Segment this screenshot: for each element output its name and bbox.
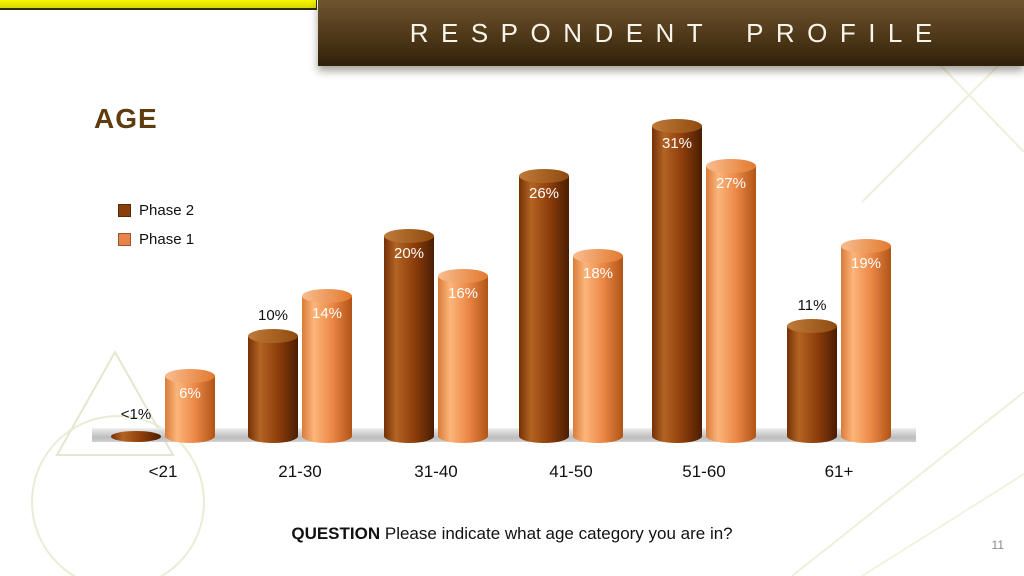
value-label-phase-2--21: <1% <box>120 406 152 423</box>
cylinder-top <box>384 229 434 243</box>
cylinder-body <box>248 336 298 436</box>
value-label-phase-2-41-50: 26% <box>528 185 560 202</box>
cylinder-body <box>519 176 569 436</box>
cylinder-top <box>841 239 891 253</box>
value-label-phase-2-31-40: 20% <box>393 245 425 262</box>
cylinder-body <box>438 276 488 436</box>
page-number: 11 <box>991 538 1004 552</box>
cylinder-top <box>519 169 569 183</box>
cylinder-body <box>706 166 756 436</box>
bar-phase-1-51-60 <box>706 159 756 443</box>
cylinder-body <box>384 236 434 436</box>
cylinder-bottom <box>384 429 434 443</box>
value-label-phase-2-61-: 11% <box>797 297 827 314</box>
category-label--21: <21 <box>148 462 178 481</box>
accent-bar <box>0 0 317 10</box>
value-label-phase-1-41-50: 18% <box>582 265 614 282</box>
cylinder-body <box>302 296 352 436</box>
cylinder-top <box>573 249 623 263</box>
bar-phase-1-31-40 <box>438 269 488 443</box>
category-label-41-50: 41-50 <box>549 462 593 481</box>
cylinder-body <box>652 126 702 436</box>
cylinder-bottom <box>302 429 352 443</box>
category-label-21-30: 21-30 <box>278 462 322 481</box>
cylinder-body <box>841 246 891 436</box>
category-label-61-: 61+ <box>824 462 854 481</box>
cylinder-body <box>787 326 837 436</box>
cylinder-top <box>787 319 837 333</box>
cylinder-top <box>248 329 298 343</box>
cylinder-bottom <box>841 429 891 443</box>
legend-swatch <box>118 203 131 217</box>
bar-phase-2-51-60 <box>652 119 702 443</box>
cylinder-top <box>302 289 352 303</box>
section-heading: AGE <box>94 103 158 134</box>
legend-item: Phase 1 <box>118 229 194 249</box>
cylinder-body <box>573 256 623 436</box>
category-label-51-60: 51-60 <box>682 462 726 481</box>
value-label-phase-1--21: 6% <box>179 385 201 402</box>
legend-item: Phase 2 <box>118 200 194 220</box>
cylinder-bottom <box>652 429 702 443</box>
cylinder-bottom <box>787 429 837 443</box>
cylinder-top <box>438 269 488 283</box>
value-label-phase-1-51-60: 27% <box>715 175 747 192</box>
cylinder-top <box>706 159 756 173</box>
bar-phase-2-41-50 <box>519 169 569 443</box>
slide-title: RESPONDENT PROFILE <box>409 17 945 48</box>
cylinder-bottom <box>248 429 298 443</box>
value-label-phase-1-21-30: 14% <box>311 305 343 322</box>
legend-label: Phase 1 <box>139 230 195 248</box>
bar-phase-1-41-50 <box>573 249 623 443</box>
value-label-phase-2-51-60: 31% <box>661 135 693 152</box>
bar-phase-2-61- <box>787 319 837 443</box>
question-label: QUESTION <box>291 524 381 543</box>
cylinder-top <box>652 119 702 133</box>
bar-phase-2-31-40 <box>384 229 434 443</box>
slide-title-bar: RESPONDENT PROFILE <box>318 0 1024 66</box>
value-label-phase-1-31-40: 16% <box>447 285 479 302</box>
bar-phase-2-21-30 <box>248 329 298 443</box>
bar-phase-1-21-30 <box>302 289 352 443</box>
value-label-phase-1-61-: 19% <box>850 255 882 272</box>
bar-phase-2--21 <box>111 431 161 442</box>
cylinder-bottom <box>573 429 623 443</box>
cylinder-bottom <box>706 429 756 443</box>
question-body: Please indicate what age category you ar… <box>380 524 733 543</box>
cylinder-top <box>165 369 215 383</box>
category-label-31-40: 31-40 <box>414 462 458 481</box>
cylinder-bottom <box>165 429 215 443</box>
question-text: QUESTION Please indicate what age catego… <box>0 524 1024 544</box>
legend-swatch <box>118 232 131 246</box>
cylinder-bottom <box>438 429 488 443</box>
chart-legend: Phase 2 Phase 1 <box>118 200 194 258</box>
bar-phase-1--21 <box>165 369 215 443</box>
cylinder-bottom <box>519 429 569 443</box>
legend-label: Phase 2 <box>139 201 195 219</box>
value-label-phase-2-21-30: 10% <box>257 307 289 324</box>
